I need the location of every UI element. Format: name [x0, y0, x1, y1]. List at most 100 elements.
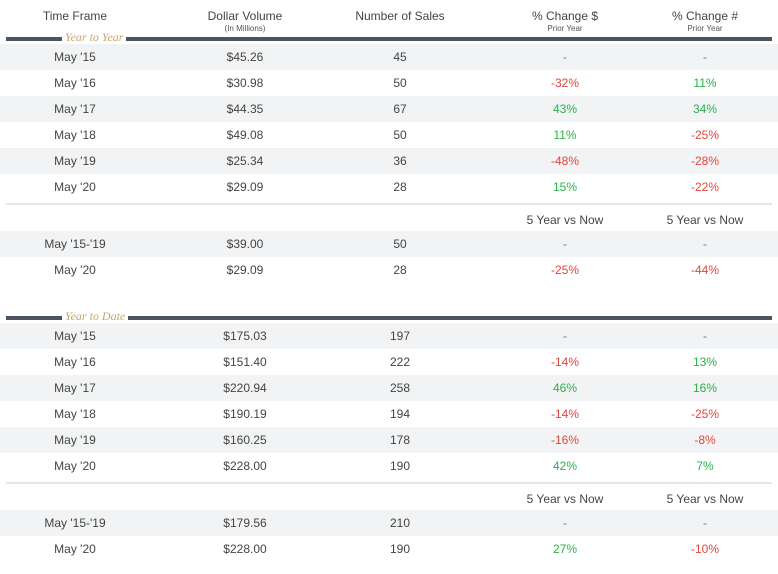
table-row: May '19 $160.25 178 -16% -8% [0, 427, 778, 453]
cell-pct-change-num: 11% [693, 76, 717, 90]
cell-time-frame: May '20 [54, 263, 96, 277]
cell-dollar-volume: $29.09 [226, 263, 264, 277]
cell-time-frame: May '15 [54, 50, 96, 64]
table-row: May '15 $175.03 197 - - [0, 323, 778, 349]
cell-dollar-volume: $30.98 [226, 76, 264, 90]
cell-pct-change-num: 7% [696, 459, 714, 473]
cell-pct-change-num: -25% [690, 128, 719, 142]
header-time-frame: Time Frame [0, 9, 150, 23]
section-rule-bar [6, 316, 772, 320]
cell-pct-change-dollar: -25% [550, 263, 579, 277]
header-pct-change-dollar-sub: Prior Year [547, 24, 583, 33]
table-row: May '16 $151.40 222 -14% 13% [0, 349, 778, 375]
compare-header: 5 Year vs Now [526, 492, 604, 506]
cell-number-of-sales: 50 [393, 76, 407, 90]
header-pct-change-dollar-label: % Change $ [531, 9, 599, 23]
cell-pct-change-dollar: 15% [552, 180, 578, 194]
cell-time-frame: May '20 [54, 459, 96, 473]
compare-header-row: 5 Year vs Now 5 Year vs Now [0, 205, 778, 231]
cell-number-of-sales: 190 [389, 542, 411, 556]
cell-dollar-volume: $151.40 [223, 355, 267, 369]
header-pct-change-num: % Change # Prior Year [630, 9, 778, 33]
cell-time-frame: May '20 [54, 542, 96, 556]
cell-dollar-volume: $25.34 [226, 154, 264, 168]
cell-pct-change-num: -28% [690, 154, 719, 168]
cell-pct-change-num: 16% [692, 381, 718, 395]
cell-pct-change-dollar: - [563, 237, 567, 251]
table-row: May '17 $220.94 258 46% 16% [0, 375, 778, 401]
cell-pct-change-num: -8% [694, 433, 716, 447]
cell-time-frame: May '19 [54, 433, 96, 447]
cell-pct-change-dollar: -16% [550, 433, 579, 447]
cell-number-of-sales: 178 [389, 433, 411, 447]
section-divider [6, 203, 772, 205]
cell-number-of-sales: 222 [389, 355, 411, 369]
cell-pct-change-dollar: 43% [552, 102, 578, 116]
cell-time-frame: May '20 [54, 180, 96, 194]
header-dollar-volume-sub: (In Millions) [224, 24, 266, 33]
table-row: May '16 $30.98 50 -32% 11% [0, 70, 778, 96]
cell-pct-change-dollar: - [563, 516, 567, 530]
header-time-frame-label: Time Frame [42, 9, 108, 23]
table-row: May '20 $29.09 28 15% -22% [0, 174, 778, 200]
cell-pct-change-dollar: - [563, 50, 567, 64]
cell-dollar-volume: $175.03 [223, 329, 267, 343]
header-dollar-volume-label: Dollar Volume [207, 9, 283, 23]
cell-number-of-sales: 50 [393, 237, 407, 251]
cell-time-frame: May '17 [54, 381, 96, 395]
cell-pct-change-dollar: -32% [550, 76, 579, 90]
table-row: May '15-'19 $39.00 50 - - [0, 231, 778, 257]
cell-dollar-volume: $220.94 [223, 381, 267, 395]
header-pct-change-num-label: % Change # [671, 9, 739, 23]
cell-number-of-sales: 67 [393, 102, 407, 116]
cell-pct-change-num: 34% [692, 102, 718, 116]
section-rule-bar [6, 37, 772, 41]
cell-pct-change-dollar: 11% [553, 128, 577, 142]
cell-pct-change-dollar: 42% [552, 459, 578, 473]
cell-dollar-volume: $44.35 [226, 102, 264, 116]
compare-header-row: 5 Year vs Now 5 Year vs Now [0, 484, 778, 510]
cell-number-of-sales: 197 [389, 329, 411, 343]
table-row: May '15-'19 $179.56 210 - - [0, 510, 778, 536]
cell-pct-change-num: 13% [692, 355, 718, 369]
cell-pct-change-dollar: - [563, 329, 567, 343]
cell-pct-change-num: - [703, 516, 707, 530]
cell-dollar-volume: $160.25 [223, 433, 267, 447]
compare-header: 5 Year vs Now [666, 213, 744, 227]
cell-number-of-sales: 28 [393, 263, 407, 277]
cell-pct-change-num: -10% [690, 542, 719, 556]
header-number-of-sales-label: Number of Sales [355, 9, 445, 23]
cell-dollar-volume: $29.09 [226, 180, 264, 194]
cell-number-of-sales: 45 [393, 50, 407, 64]
cell-dollar-volume: $45.26 [226, 50, 264, 64]
cell-dollar-volume: $228.00 [223, 542, 267, 556]
cell-time-frame: May '18 [54, 128, 96, 142]
table-row: May '18 $190.19 194 -14% -25% [0, 401, 778, 427]
table-header: Time Frame Dollar Volume (In Millions) Nu… [0, 0, 778, 34]
table-row: May '20 $228.00 190 27% -10% [0, 536, 778, 562]
cell-dollar-volume: $49.08 [226, 128, 264, 142]
cell-dollar-volume: $39.00 [226, 237, 264, 251]
cell-pct-change-dollar: 27% [552, 542, 578, 556]
cell-time-frame: May '16 [54, 76, 96, 90]
header-pct-change-dollar: % Change $ Prior Year [485, 9, 645, 33]
header-dollar-volume: Dollar Volume (In Millions) [150, 9, 340, 33]
tables-container: Year to Year May '15 $45.26 45 - - May '16 $30.… [0, 30, 778, 562]
header-pct-change-num-sub: Prior Year [687, 24, 723, 33]
cell-time-frame: May '16 [54, 355, 96, 369]
section-label: Year to Year [62, 30, 127, 45]
section-divider [6, 482, 772, 484]
table-row: May '20 $29.09 28 -25% -44% [0, 257, 778, 283]
cell-number-of-sales: 190 [389, 459, 411, 473]
cell-pct-change-num: -25% [690, 407, 719, 421]
cell-pct-change-dollar: -14% [550, 355, 579, 369]
cell-number-of-sales: 210 [389, 516, 411, 530]
section-rule: Year to Date [0, 309, 778, 324]
section-rule: Year to Year [0, 30, 778, 45]
compare-header: 5 Year vs Now [526, 213, 604, 227]
cell-time-frame: May '15-'19 [44, 237, 106, 251]
table-row: May '18 $49.08 50 11% -25% [0, 122, 778, 148]
cell-number-of-sales: 28 [393, 180, 407, 194]
table-row: May '20 $228.00 190 42% 7% [0, 453, 778, 479]
cell-pct-change-num: -22% [690, 180, 719, 194]
